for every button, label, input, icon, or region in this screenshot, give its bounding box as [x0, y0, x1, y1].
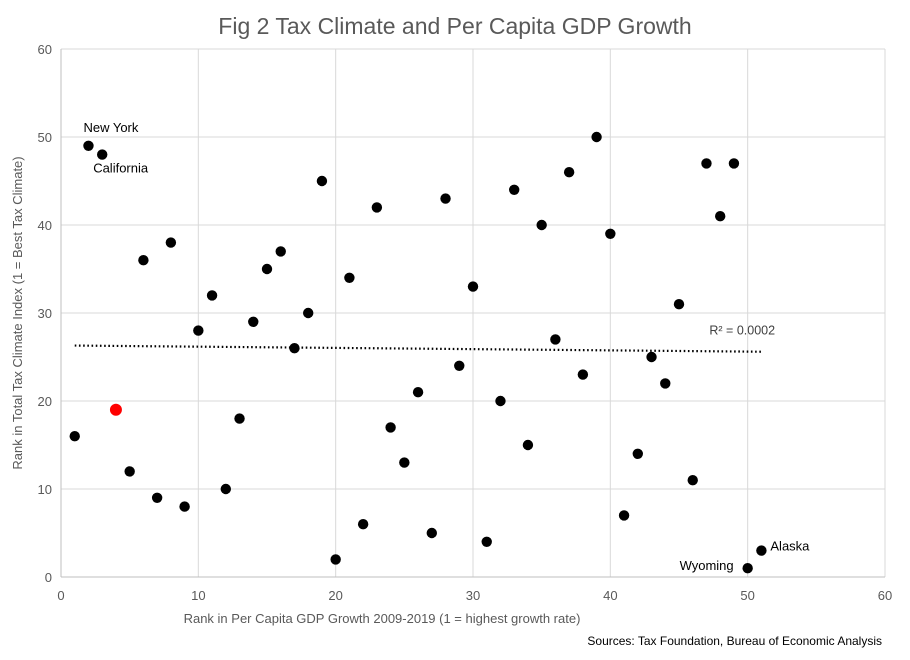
- data-points: [69, 131, 767, 574]
- r-squared-label: R² = 0.0002: [709, 324, 775, 338]
- chart-title: Fig 2 Tax Climate and Per Capita GDP Gro…: [218, 13, 691, 39]
- data-point: [371, 202, 383, 213]
- point-annotation: Alaska: [770, 539, 810, 554]
- data-point: [234, 413, 245, 424]
- data-point: [577, 369, 589, 380]
- data-point: [563, 167, 575, 178]
- trendline: [74, 344, 762, 353]
- y-tick-label: 20: [38, 394, 52, 409]
- data-point: [715, 211, 726, 222]
- data-point: [399, 457, 410, 468]
- data-point: [509, 184, 520, 195]
- x-tick-label: 50: [740, 588, 754, 603]
- data-point: [261, 263, 273, 275]
- gridlines: [61, 48, 886, 577]
- data-point: [618, 510, 630, 521]
- data-point: [303, 307, 314, 319]
- data-point: [275, 246, 286, 257]
- y-tick-label: 30: [38, 306, 52, 321]
- x-tick-label: 0: [57, 588, 64, 603]
- axes: [60, 49, 885, 578]
- data-point: [728, 158, 740, 169]
- x-axis-label: Rank in Per Capita GDP Growth 2009-2019 …: [184, 611, 581, 626]
- data-point: [426, 527, 437, 539]
- data-point: [138, 255, 149, 266]
- data-point: [481, 536, 492, 547]
- data-point: [97, 149, 108, 160]
- data-point: [701, 158, 712, 169]
- data-point: [550, 334, 561, 345]
- annotations: New York California Wyoming Alaska: [83, 120, 810, 573]
- data-point: [193, 325, 204, 336]
- tick-labels: 0 10 20 30 40 50 60 0 10 20 30 40 50 60: [38, 42, 893, 603]
- data-point: [316, 175, 328, 187]
- y-tick-label: 40: [38, 218, 52, 233]
- data-point: [522, 439, 534, 451]
- data-point: [412, 387, 424, 398]
- data-point: [591, 131, 602, 143]
- y-axis-label: Rank in Total Tax Climate Index (1 = Bes…: [10, 156, 25, 469]
- data-point: [495, 395, 506, 407]
- data-point: [124, 466, 135, 477]
- y-tick-label: 50: [38, 130, 52, 145]
- data-point: [220, 483, 231, 495]
- data-point: [83, 140, 94, 151]
- point-annotation: New York: [83, 120, 138, 135]
- x-tick-label: 40: [603, 588, 617, 603]
- data-point: [165, 237, 177, 248]
- data-point: [660, 378, 671, 389]
- data-point: [742, 563, 753, 574]
- data-point: [673, 299, 685, 310]
- data-point: [206, 290, 218, 301]
- data-point: [248, 316, 259, 327]
- data-point: [467, 281, 479, 292]
- data-point: [605, 228, 616, 239]
- data-point: [385, 422, 396, 433]
- y-tick-label: 0: [45, 570, 52, 585]
- data-point: [440, 193, 451, 204]
- data-point: [536, 219, 547, 231]
- data-point: [632, 448, 643, 459]
- trendline-group: R² = 0.0002: [74, 324, 775, 353]
- data-point: [357, 519, 369, 530]
- data-point: [289, 343, 300, 354]
- data-point: [646, 351, 657, 363]
- data-point: [151, 492, 163, 503]
- x-tick-label: 10: [191, 588, 205, 603]
- y-tick-label: 60: [38, 42, 52, 57]
- data-point: [687, 475, 698, 486]
- source-note: Sources: Tax Foundation, Bureau of Econo…: [587, 634, 882, 648]
- x-tick-label: 20: [328, 588, 342, 603]
- data-point: [454, 360, 465, 371]
- data-point: [344, 272, 355, 283]
- x-tick-label: 30: [466, 588, 480, 603]
- data-point: [179, 501, 190, 512]
- data-point: [756, 545, 767, 556]
- data-point: [69, 431, 80, 442]
- point-annotation: Wyoming: [680, 558, 734, 573]
- x-tick-label: 60: [878, 588, 892, 603]
- y-tick-label: 10: [38, 482, 52, 497]
- point-annotation: California: [93, 161, 149, 176]
- highlighted-data-point: [109, 403, 122, 416]
- data-point: [330, 554, 341, 565]
